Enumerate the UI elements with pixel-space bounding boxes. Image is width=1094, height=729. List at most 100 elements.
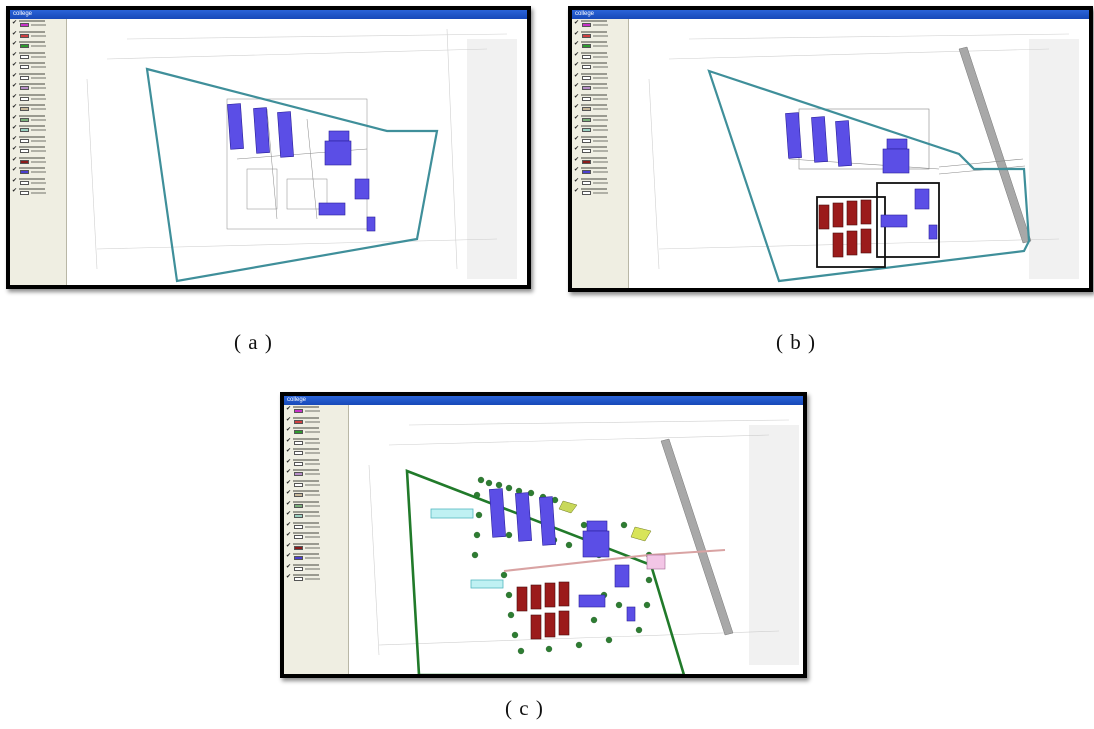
legend-layer-item[interactable]: ✔ <box>10 114 66 125</box>
layer-checkbox-icon[interactable]: ✔ <box>286 490 292 496</box>
layer-checkbox-icon[interactable]: ✔ <box>574 146 580 152</box>
layer-checkbox-icon[interactable]: ✔ <box>286 542 292 549</box>
layer-checkbox-icon[interactable]: ✔ <box>12 62 18 68</box>
layer-checkbox-icon[interactable]: ✔ <box>574 104 580 110</box>
legend-layer-item[interactable]: ✔ <box>10 61 66 72</box>
legend-layer-item[interactable]: ✔ <box>10 187 66 198</box>
legend-layer-item[interactable]: ✔ <box>10 135 66 146</box>
layer-checkbox-icon[interactable]: ✔ <box>286 553 292 559</box>
layer-checkbox-icon[interactable]: ✔ <box>574 93 580 100</box>
legend-layer-item[interactable]: ✔ <box>10 103 66 114</box>
map-canvas[interactable] <box>349 405 803 674</box>
layer-checkbox-icon[interactable]: ✔ <box>574 83 580 89</box>
legend-layer-item[interactable]: ✔ <box>572 187 628 198</box>
legend-layer-item[interactable]: ✔ <box>284 479 348 490</box>
legend-layer-item[interactable]: ✔ <box>284 416 348 427</box>
layer-checkbox-icon[interactable]: ✔ <box>574 114 580 121</box>
legend-layer-item[interactable]: ✔ <box>572 30 628 41</box>
layer-checkbox-icon[interactable]: ✔ <box>574 188 580 194</box>
legend-layer-item[interactable]: ✔ <box>10 145 66 156</box>
legend-layer-item[interactable]: ✔ <box>572 166 628 177</box>
layer-checkbox-icon[interactable]: ✔ <box>12 93 18 100</box>
layer-checkbox-icon[interactable]: ✔ <box>12 41 18 47</box>
layer-checkbox-icon[interactable]: ✔ <box>286 563 292 570</box>
legend-layer-item[interactable]: ✔ <box>572 40 628 51</box>
layer-checkbox-icon[interactable]: ✔ <box>574 41 580 47</box>
layer-checkbox-icon[interactable]: ✔ <box>574 167 580 173</box>
legend-layer-item[interactable]: ✔ <box>572 177 628 188</box>
legend-layer-item[interactable]: ✔ <box>572 93 628 104</box>
legend-layer-item[interactable]: ✔ <box>572 145 628 156</box>
layer-checkbox-icon[interactable]: ✔ <box>286 532 292 538</box>
legend-layer-item[interactable]: ✔ <box>284 458 348 469</box>
layer-checkbox-icon[interactable]: ✔ <box>12 156 18 163</box>
legend-layer-item[interactable]: ✔ <box>284 573 348 584</box>
legend-layer-item[interactable]: ✔ <box>10 19 66 30</box>
legend-layer-item[interactable]: ✔ <box>10 124 66 135</box>
layer-checkbox-icon[interactable]: ✔ <box>12 51 18 58</box>
layer-checkbox-icon[interactable]: ✔ <box>12 188 18 194</box>
legend-layer-item[interactable]: ✔ <box>572 135 628 146</box>
layer-checkbox-icon[interactable]: ✔ <box>12 114 18 121</box>
layer-checkbox-icon[interactable]: ✔ <box>12 83 18 89</box>
legend-layer-item[interactable]: ✔ <box>572 82 628 93</box>
layer-checkbox-icon[interactable]: ✔ <box>286 406 292 412</box>
layer-checkbox-icon[interactable]: ✔ <box>12 146 18 152</box>
layer-checkbox-icon[interactable]: ✔ <box>574 156 580 163</box>
layer-checkbox-icon[interactable]: ✔ <box>12 167 18 173</box>
layer-checkbox-icon[interactable]: ✔ <box>574 72 580 79</box>
layer-checkbox-icon[interactable]: ✔ <box>286 479 292 486</box>
legend-layer-item[interactable]: ✔ <box>10 30 66 41</box>
legend-layer-item[interactable]: ✔ <box>10 72 66 83</box>
legend-layer-item[interactable]: ✔ <box>572 156 628 167</box>
legend-layer-item[interactable]: ✔ <box>572 61 628 72</box>
legend-layer-item[interactable]: ✔ <box>284 447 348 458</box>
legend-layer-item[interactable]: ✔ <box>284 552 348 563</box>
legend-layer-item[interactable]: ✔ <box>572 19 628 30</box>
layer-checkbox-icon[interactable]: ✔ <box>12 72 18 79</box>
layer-legend[interactable]: ✔ ✔ ✔ ✔ ✔ ✔ ✔ ✔ ✔ ✔ ✔ ✔ ✔ ✔ ✔ ✔ ✔ <box>10 19 67 285</box>
layer-checkbox-icon[interactable]: ✔ <box>286 500 292 507</box>
layer-checkbox-icon[interactable]: ✔ <box>286 521 292 528</box>
layer-checkbox-icon[interactable]: ✔ <box>286 448 292 454</box>
legend-layer-item[interactable]: ✔ <box>10 177 66 188</box>
layer-checkbox-icon[interactable]: ✔ <box>286 511 292 517</box>
layer-checkbox-icon[interactable]: ✔ <box>286 437 292 444</box>
layer-checkbox-icon[interactable]: ✔ <box>574 51 580 58</box>
legend-layer-item[interactable]: ✔ <box>284 437 348 448</box>
legend-layer-item[interactable]: ✔ <box>284 500 348 511</box>
legend-layer-item[interactable]: ✔ <box>284 510 348 521</box>
layer-checkbox-icon[interactable]: ✔ <box>574 177 580 184</box>
layer-checkbox-icon[interactable]: ✔ <box>286 458 292 465</box>
legend-layer-item[interactable]: ✔ <box>284 426 348 437</box>
layer-legend[interactable]: ✔ ✔ ✔ ✔ ✔ ✔ ✔ ✔ ✔ ✔ ✔ ✔ ✔ ✔ ✔ ✔ ✔ <box>284 405 349 674</box>
layer-checkbox-icon[interactable]: ✔ <box>12 104 18 110</box>
layer-checkbox-icon[interactable]: ✔ <box>12 125 18 131</box>
legend-layer-item[interactable]: ✔ <box>284 531 348 542</box>
legend-layer-item[interactable]: ✔ <box>10 166 66 177</box>
layer-checkbox-icon[interactable]: ✔ <box>12 30 18 37</box>
legend-layer-item[interactable]: ✔ <box>284 405 348 416</box>
legend-layer-item[interactable]: ✔ <box>10 156 66 167</box>
layer-checkbox-icon[interactable]: ✔ <box>286 574 292 580</box>
layer-checkbox-icon[interactable]: ✔ <box>12 20 18 26</box>
layer-checkbox-icon[interactable]: ✔ <box>286 469 292 475</box>
layer-checkbox-icon[interactable]: ✔ <box>574 20 580 26</box>
legend-layer-item[interactable]: ✔ <box>284 489 348 500</box>
layer-checkbox-icon[interactable]: ✔ <box>12 135 18 142</box>
legend-layer-item[interactable]: ✔ <box>572 51 628 62</box>
layer-legend[interactable]: ✔ ✔ ✔ ✔ ✔ ✔ ✔ ✔ ✔ ✔ ✔ ✔ ✔ ✔ ✔ ✔ ✔ <box>572 19 629 288</box>
layer-checkbox-icon[interactable]: ✔ <box>574 125 580 131</box>
layer-checkbox-icon[interactable]: ✔ <box>574 30 580 37</box>
layer-checkbox-icon[interactable]: ✔ <box>286 427 292 433</box>
layer-checkbox-icon[interactable]: ✔ <box>286 416 292 423</box>
legend-layer-item[interactable]: ✔ <box>572 72 628 83</box>
legend-layer-item[interactable]: ✔ <box>10 82 66 93</box>
layer-checkbox-icon[interactable]: ✔ <box>12 177 18 184</box>
legend-layer-item[interactable]: ✔ <box>284 468 348 479</box>
legend-layer-item[interactable]: ✔ <box>10 93 66 104</box>
legend-layer-item[interactable]: ✔ <box>572 103 628 114</box>
map-canvas[interactable] <box>629 19 1089 288</box>
legend-layer-item[interactable]: ✔ <box>10 40 66 51</box>
legend-layer-item[interactable]: ✔ <box>572 114 628 125</box>
